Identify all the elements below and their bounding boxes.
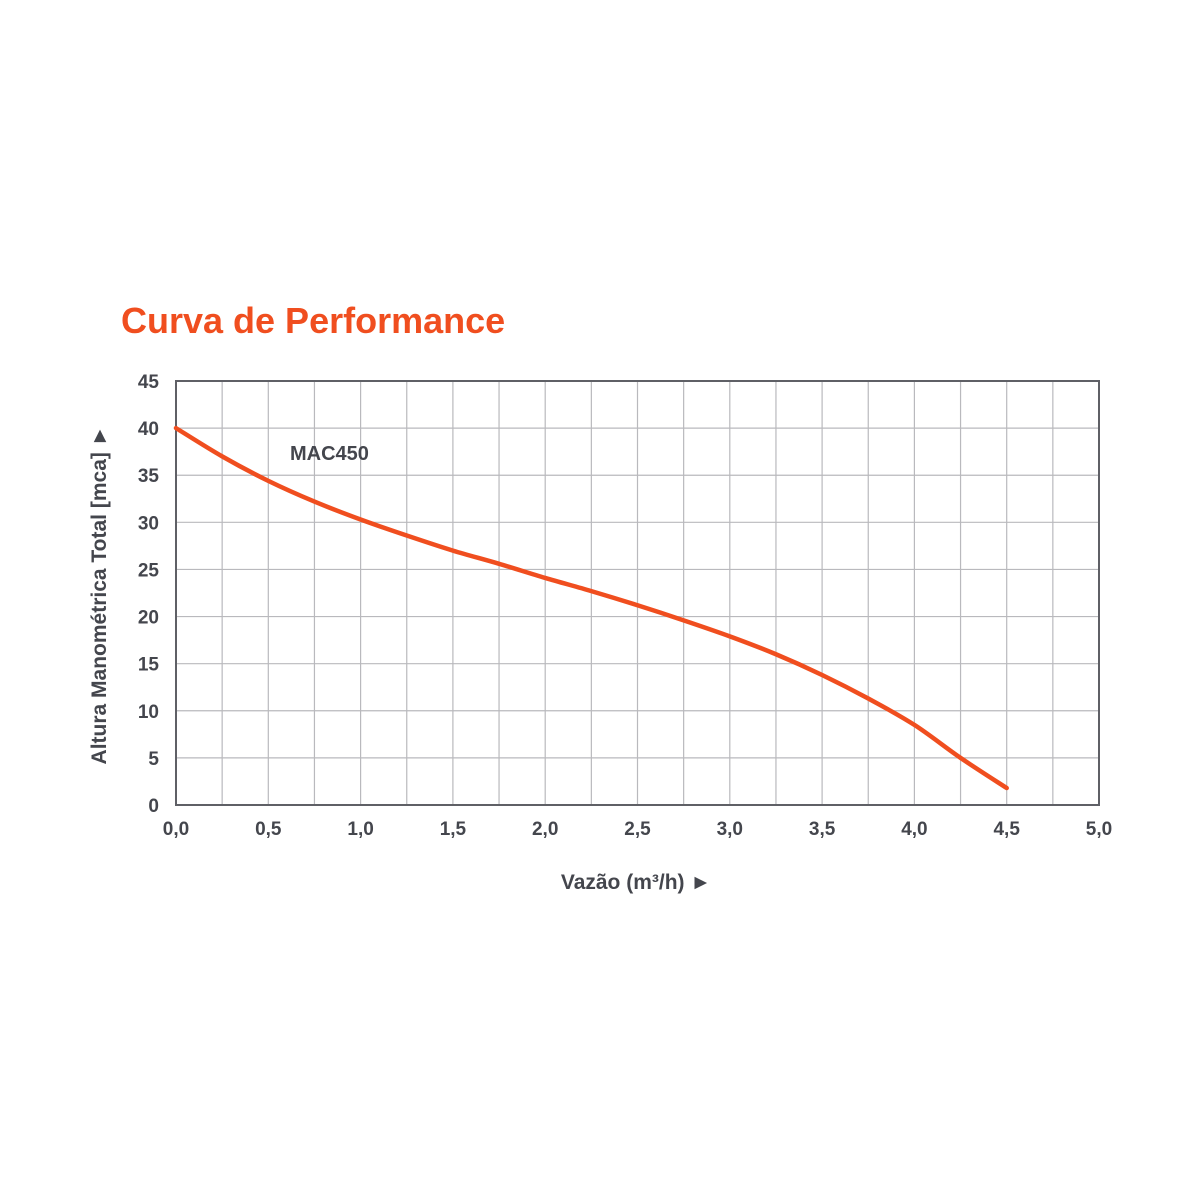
y-tick-label: 0 xyxy=(148,796,159,817)
x-tick-label: 2,0 xyxy=(532,819,558,840)
series-line-mac450 xyxy=(173,425,1009,791)
y-tick-label: 10 xyxy=(138,702,159,723)
plot-frame xyxy=(175,380,1100,806)
y-tick-label: 35 xyxy=(138,466,160,487)
x-tick-label: 1,5 xyxy=(440,819,467,840)
x-tick-label: 3,5 xyxy=(809,819,836,840)
y-tick-label: 15 xyxy=(138,655,160,676)
series-label-mac450: MAC450 xyxy=(290,443,369,465)
y-tick-label: 40 xyxy=(138,419,159,440)
y-tick-label: 45 xyxy=(138,372,160,393)
y-tick-label: 25 xyxy=(138,560,160,581)
x-axis-ticks: 0,0 0,5 1,0 1,5 2,0 2,5 3,0 3,5 4,0 4,5 5,0 xyxy=(163,819,1112,840)
x-tick-label: 3,0 xyxy=(717,819,743,840)
x-tick-label: 4,5 xyxy=(993,819,1020,840)
x-axis-label: Vazão (m³/h) ► xyxy=(561,871,711,894)
x-tick-label: 2,5 xyxy=(624,819,651,840)
x-tick-label: 1,0 xyxy=(347,819,373,840)
x-tick-label: 4,0 xyxy=(901,819,927,840)
plot-border xyxy=(175,380,1100,806)
chart-title: Curva de Performance xyxy=(121,300,506,341)
series-layer xyxy=(173,425,1009,791)
y-axis-ticks: 0 5 10 15 20 25 30 35 40 45 xyxy=(138,372,160,817)
x-tick-label: 0,0 xyxy=(163,819,189,840)
y-axis-label: Altura Manométrica Total [mca] ► xyxy=(88,426,111,765)
x-tick-label: 0,5 xyxy=(255,819,282,840)
y-tick-label: 5 xyxy=(148,749,159,770)
x-tick-label: 5,0 xyxy=(1086,819,1112,840)
y-tick-label: 30 xyxy=(138,513,159,534)
y-tick-label: 20 xyxy=(138,608,159,629)
grid xyxy=(176,381,1099,805)
